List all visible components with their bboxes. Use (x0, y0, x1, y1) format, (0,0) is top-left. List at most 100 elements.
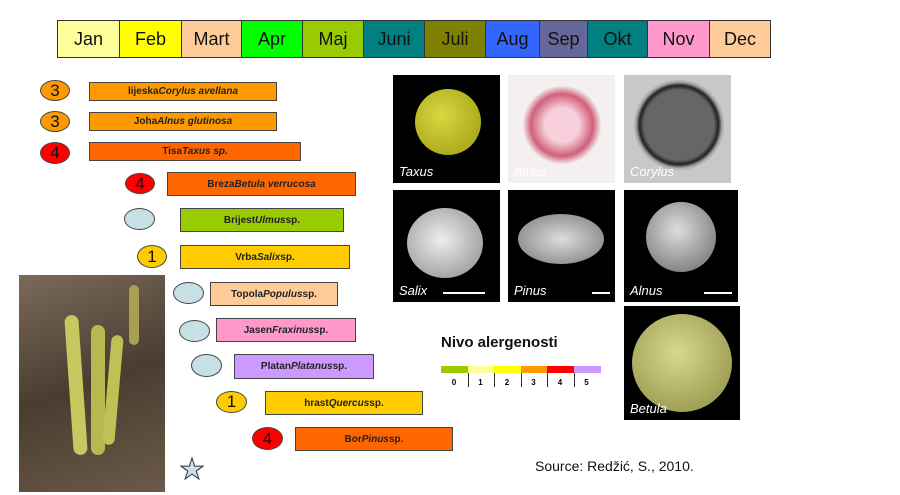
common-name: hrast (304, 397, 329, 409)
pollen-season-bar: Bor Pinus sp. (295, 427, 453, 451)
pollen-season-bar: Breza Betula verrucosa (167, 172, 356, 196)
micrograph-label: Alnus (514, 164, 547, 179)
legend-swatch-5 (573, 366, 601, 373)
species-suffix: sp. (389, 433, 404, 445)
micrograph-label: Corylus (630, 164, 675, 179)
source-text: Source: Redžić, S., 2010. (535, 458, 694, 474)
legend-swatch-2 (494, 366, 521, 373)
latin-name: Pinus (361, 433, 389, 445)
star-icon: ★ (179, 454, 206, 487)
pollen-micrograph-alnus: Alnus (508, 75, 615, 183)
month-juli: Juli (425, 21, 486, 57)
latin-name: Quercus (328, 397, 370, 409)
common-name: Platan (260, 361, 291, 372)
legend-label: 0 (451, 378, 457, 387)
month-dec: Dec (710, 21, 770, 57)
allergen-level-badge: 3 (40, 80, 70, 101)
micrograph-label: Alnus (630, 283, 663, 298)
common-name: Topola (231, 288, 264, 300)
latin-name: Ulmus (255, 214, 286, 226)
legend-swatch-3 (520, 366, 548, 373)
micrograph-label: Taxus (399, 164, 434, 179)
legend-label: 4 (557, 378, 563, 387)
latin-name: Populus (263, 288, 303, 300)
pollen-micrograph-pinus: Pinus (508, 190, 615, 302)
month-juni: Juni (364, 21, 425, 57)
pollen-season-bar: Vrba Salix sp. (180, 245, 350, 269)
allergen-level-badge (191, 354, 222, 377)
common-name: lijeska (127, 86, 159, 97)
common-name: Breza (207, 178, 235, 190)
allergen-level-badge (173, 282, 204, 304)
pollen-micrograph-corylus: Corylus (624, 75, 731, 183)
common-name: Bor (344, 433, 362, 445)
allergen-level-badge: 4 (40, 142, 70, 164)
month-apr: Apr (242, 21, 303, 57)
latin-name: Taxus sp. (182, 146, 228, 157)
allergen-level-badge: 1 (216, 391, 247, 413)
pollen-season-bar: Jasen Fraxinus sp. (216, 318, 356, 342)
species-suffix: sp. (369, 397, 384, 409)
common-name: Brijest (223, 214, 256, 226)
legend-divider (520, 373, 522, 387)
legend-label: 5 (584, 378, 589, 387)
pollen-season-bar: hrast Quercus sp. (265, 391, 423, 415)
month-sep: Sep (540, 21, 588, 57)
legend-swatch-0 (441, 366, 468, 373)
pollen-season-bar: Joha Alnus glutinosa (89, 112, 277, 131)
pollen-season-bar: lijeska Corylus avellana (89, 82, 277, 101)
latin-name: Betula verrucosa (234, 178, 316, 190)
month-feb: Feb (120, 21, 182, 57)
pollen-micrograph-taxus: Taxus (393, 75, 500, 183)
species-suffix: sp. (302, 288, 317, 300)
scale-bar (704, 292, 732, 294)
legend-title: Nivo alergenosti (441, 334, 558, 351)
photo-catkins (19, 275, 165, 492)
pollen-season-bar: Platan Platanus sp. (234, 354, 374, 379)
allergen-level-badge: 1 (137, 245, 167, 268)
allergen-level-badge: 3 (40, 111, 70, 132)
legend-divider (467, 373, 469, 387)
legend-swatch-1 (467, 366, 495, 373)
micrograph-label: Betula (630, 401, 667, 416)
month-mart: Mart (182, 21, 242, 57)
legend-label: 1 (478, 378, 483, 387)
month-header: Jan Feb Mart Apr Maj Juni Juli Aug Sep Okt Nov Dec (57, 20, 771, 58)
scale-bar (443, 292, 485, 294)
month-jan: Jan (58, 21, 120, 57)
common-name: Tisa (162, 146, 183, 157)
pollen-season-bar: Topola Populus sp. (210, 282, 338, 306)
species-suffix: sp. (332, 361, 348, 372)
pollen-season-bar: Brijest Ulmus sp. (180, 208, 344, 232)
allergen-level-badge (124, 208, 155, 230)
micrograph-label: Pinus (514, 283, 547, 298)
species-suffix: sp. (313, 324, 329, 336)
legend-label: 2 (504, 378, 510, 387)
species-suffix: sp. (280, 251, 295, 263)
latin-name: Salix (256, 251, 281, 263)
latin-name: Platanus (290, 361, 333, 372)
month-nov: Nov (648, 21, 710, 57)
common-name: Vrba (235, 251, 257, 263)
legend-swatch-4 (547, 366, 574, 373)
micrograph-label: Salix (399, 283, 428, 298)
species-suffix: sp. (285, 214, 301, 226)
allergen-level-badge: 4 (252, 427, 283, 450)
legend-divider (494, 373, 495, 387)
common-name: Jasen (243, 324, 273, 336)
legend-divider (547, 373, 548, 387)
common-name: Joha (133, 116, 158, 127)
allergen-level-badge (179, 320, 210, 342)
pollen-micrograph-betula: Betula (624, 306, 740, 420)
pollen-micrograph-salix: Salix (393, 190, 500, 302)
scale-bar (592, 292, 610, 294)
latin-name: Alnus glutinosa (157, 116, 233, 127)
month-aug: Aug (486, 21, 540, 57)
latin-name: Corylus avellana (158, 86, 239, 97)
pollen-micrograph-alnus: Alnus (624, 190, 738, 302)
legend-label: 3 (531, 378, 536, 387)
month-maj: Maj (303, 21, 364, 57)
legend-divider (573, 373, 575, 387)
allergen-level-badge: 4 (125, 173, 155, 194)
latin-name: Fraxinus (272, 324, 314, 336)
